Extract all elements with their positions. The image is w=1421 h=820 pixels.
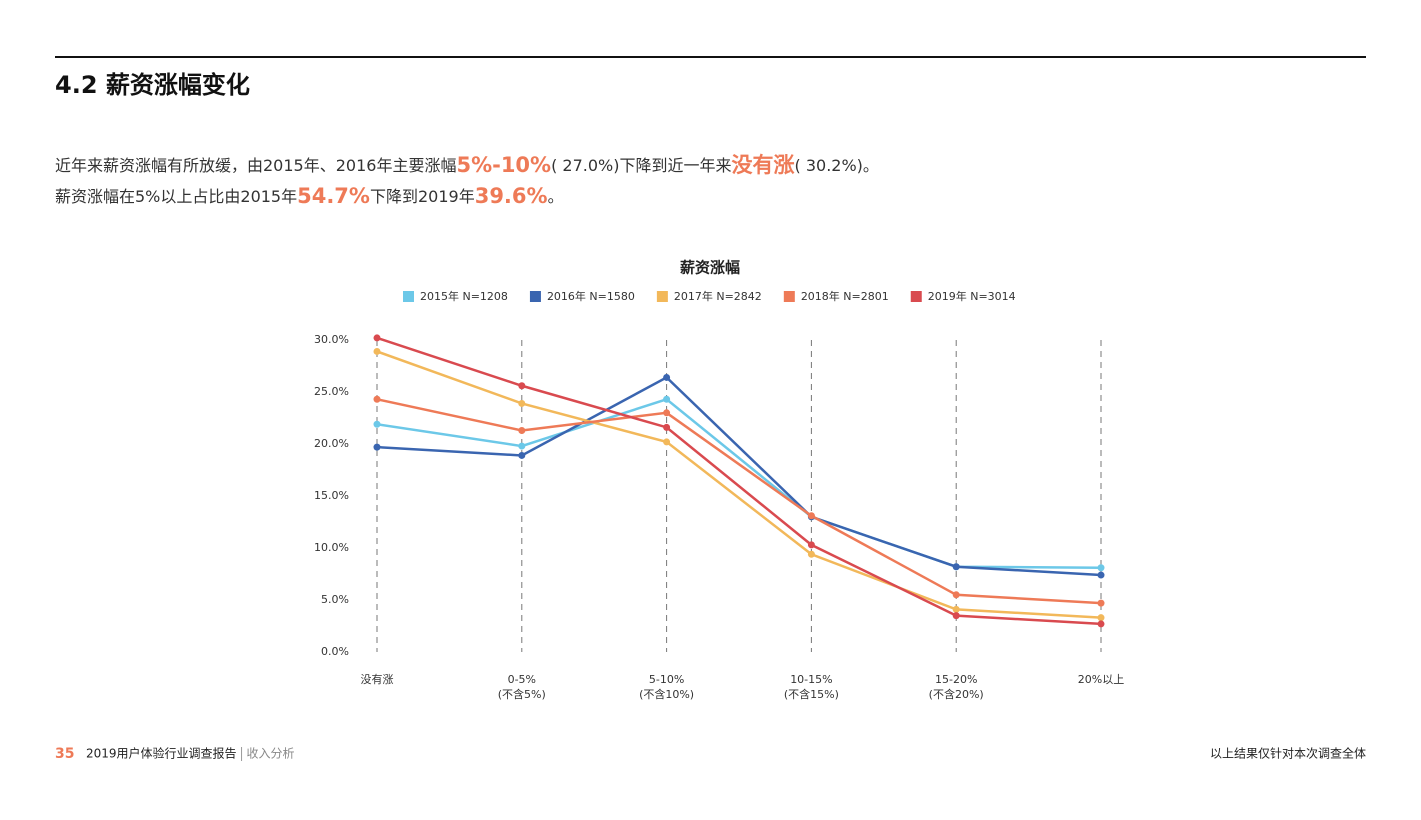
- legend-swatch: [910, 291, 922, 302]
- section-name: 收入分析: [247, 747, 295, 761]
- x-tick-label: 20%以上: [1078, 673, 1124, 686]
- x-tick-label: 15-20%: [935, 673, 977, 686]
- data-point: [373, 420, 381, 428]
- y-tick-label: 10.0%: [314, 541, 349, 554]
- data-point: [952, 591, 960, 599]
- data-point: [952, 605, 960, 613]
- x-tick-label: (不含20%): [929, 687, 984, 701]
- y-tick-label: 5.0%: [321, 593, 349, 606]
- series-line: [376, 398, 1102, 605]
- x-tick-label: 10-15%: [790, 673, 832, 686]
- x-tick-label: 没有涨: [361, 672, 394, 686]
- footer-note: 以上结果仅针对本次调查全体: [1210, 746, 1366, 761]
- data-point: [518, 451, 526, 459]
- x-tick-label: (不含5%): [498, 687, 546, 701]
- highlight: 39.6%: [475, 184, 548, 208]
- y-tick-label: 15.0%: [314, 489, 349, 502]
- data-point: [1097, 564, 1105, 572]
- legend-label: 2016年 N=1580: [547, 289, 635, 303]
- intro-text: ( 30.2%)。: [795, 156, 879, 175]
- data-point: [952, 563, 960, 571]
- y-tick-label: 25.0%: [314, 385, 349, 398]
- intro-line: 近年来薪资涨幅有所放缓，由2015年、2016年主要涨幅5%-10%( 27.0…: [55, 153, 879, 177]
- data-point: [807, 541, 815, 549]
- intro-text: 。: [548, 187, 564, 206]
- data-point: [373, 395, 381, 403]
- x-tick-label: (不含15%): [784, 687, 839, 701]
- legend-swatch: [403, 291, 414, 302]
- intro-text: 近年来薪资涨幅有所放缓，由2015年、2016年主要涨幅: [55, 156, 456, 175]
- data-point: [663, 409, 671, 417]
- x-tick-label: 5-10%: [649, 673, 684, 686]
- highlight: 5%-10%: [456, 153, 551, 177]
- intro-text: ( 27.0%)下降到近一年来: [551, 156, 731, 175]
- data-point: [373, 443, 381, 451]
- page-number: 35: [55, 746, 74, 762]
- highlight: 没有涨: [732, 153, 795, 177]
- data-point: [663, 438, 671, 446]
- series-line: [376, 336, 1102, 626]
- data-point: [373, 347, 381, 355]
- x-tick-label: (不含10%): [639, 687, 694, 701]
- y-tick-label: 30.0%: [314, 333, 349, 346]
- data-point: [1097, 614, 1105, 622]
- series-line: [376, 350, 1102, 619]
- series-line: [376, 375, 1102, 577]
- legend-swatch: [656, 291, 668, 302]
- legend-label: 2018年 N=2801: [801, 289, 889, 303]
- data-point: [807, 512, 815, 520]
- chart-title: 薪资涨幅: [680, 259, 740, 277]
- legend-label: 2019年 N=3014: [928, 289, 1016, 303]
- intro-line: 薪资涨幅在5%以上占比由2015年54.7%下降到2019年39.6%。: [55, 184, 564, 208]
- x-tick-label: 0-5%: [508, 673, 536, 686]
- data-point: [518, 442, 526, 450]
- legend-label: 2015年 N=1208: [420, 289, 508, 303]
- intro-text: 薪资涨幅在5%以上占比由2015年: [55, 187, 297, 206]
- data-point: [663, 395, 671, 403]
- report-name: 2019用户体验行业调查报告: [86, 746, 237, 761]
- data-point: [1097, 571, 1105, 579]
- data-point: [807, 550, 815, 558]
- data-point: [518, 382, 526, 390]
- page-title: 4.2 薪资涨幅变化: [55, 71, 250, 99]
- y-tick-label: 0.0%: [321, 645, 349, 658]
- data-point: [663, 423, 671, 431]
- series-line: [376, 397, 1102, 570]
- data-point: [518, 426, 526, 434]
- data-point: [663, 373, 671, 381]
- data-point: [1097, 620, 1105, 628]
- data-point: [952, 612, 960, 620]
- data-point: [1097, 599, 1105, 607]
- y-tick-label: 20.0%: [314, 437, 349, 450]
- data-point: [373, 334, 381, 342]
- legend-swatch: [529, 291, 541, 302]
- legend-swatch: [783, 291, 795, 302]
- data-point: [518, 399, 526, 407]
- legend-label: 2017年 N=2842: [674, 289, 762, 303]
- highlight: 54.7%: [297, 184, 370, 208]
- intro-text: 下降到2019年: [370, 187, 475, 206]
